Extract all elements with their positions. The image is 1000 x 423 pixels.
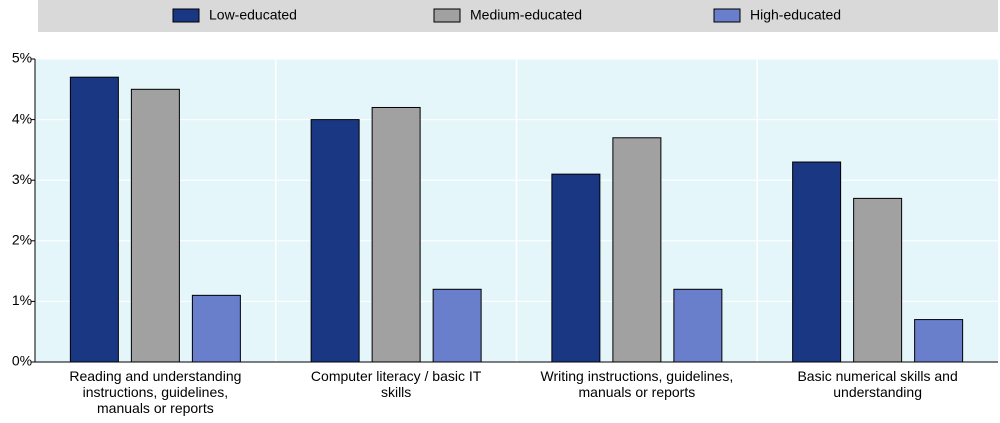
x-tick-label: Basic numerical skills and understanding xyxy=(797,368,958,400)
bar xyxy=(612,137,662,363)
legend-swatch xyxy=(713,8,741,23)
bar xyxy=(792,161,842,363)
bar xyxy=(853,197,903,363)
legend-swatch xyxy=(433,8,461,23)
bar xyxy=(551,173,601,363)
y-tick-label: 0% xyxy=(12,353,32,369)
y-tick-label: 5% xyxy=(12,50,32,66)
y-tick-label: 1% xyxy=(12,292,32,308)
bar xyxy=(191,294,241,363)
bar xyxy=(673,288,723,363)
x-tick-label: Reading and understanding instructions, … xyxy=(69,368,242,416)
x-tick-label: Writing instructions, guidelines, manual… xyxy=(540,368,734,400)
x-tick-label: Computer literacy / basic IT skills xyxy=(310,368,482,400)
bar xyxy=(432,288,482,363)
bar xyxy=(371,106,421,363)
legend-label: High-educated xyxy=(750,7,841,23)
bar xyxy=(130,88,180,363)
bar xyxy=(69,76,119,363)
y-tick-label: 2% xyxy=(12,232,32,248)
legend-label: Low-educated xyxy=(209,7,297,23)
legend-label: Medium-educated xyxy=(470,7,582,23)
y-tick-label: 3% xyxy=(12,171,32,187)
legend-swatch xyxy=(172,8,200,23)
bar xyxy=(914,319,964,363)
y-tick-label: 4% xyxy=(12,110,32,126)
bar xyxy=(310,119,360,363)
